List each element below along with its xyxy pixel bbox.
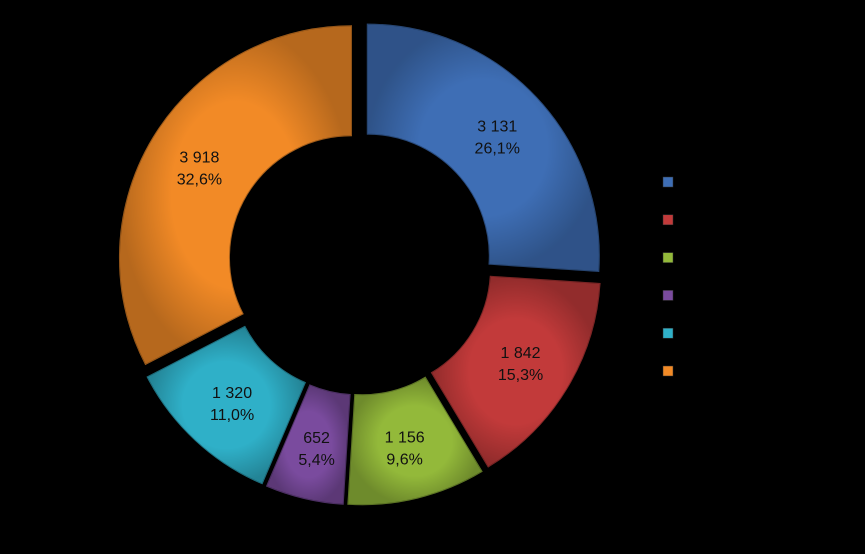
percent-label-5: 11,0% (210, 407, 254, 424)
value-label-2: 1 842 (500, 345, 540, 362)
value-label-6: 3 918 (179, 149, 219, 166)
legend-swatch-6 (662, 365, 674, 377)
legend-swatch-4 (662, 290, 674, 301)
percent-label-3: 9,6% (386, 452, 422, 469)
chart-legend (662, 176, 674, 377)
slice-6 (118, 25, 352, 366)
legend-swatch-5 (662, 327, 674, 339)
percent-label-2: 15,3% (498, 367, 543, 384)
chart-data-labels: 3 131 26,1% 1 842 15,3% 1 156 9,6% 652 5,4% 1 32… (177, 119, 543, 469)
chart-slices (118, 23, 601, 506)
value-label-3: 1 156 (385, 430, 425, 447)
value-label-1: 3 131 (477, 119, 517, 136)
legend-swatch-1 (662, 176, 674, 188)
legend-swatch-2 (662, 214, 674, 226)
value-label-5: 1 320 (212, 385, 252, 402)
percent-label-6: 32,6% (177, 171, 222, 188)
percent-label-1: 26,1% (475, 141, 520, 158)
percent-label-4: 5,4% (298, 452, 334, 469)
legend-swatch-3 (662, 252, 674, 263)
value-label-4: 652 (303, 430, 330, 447)
